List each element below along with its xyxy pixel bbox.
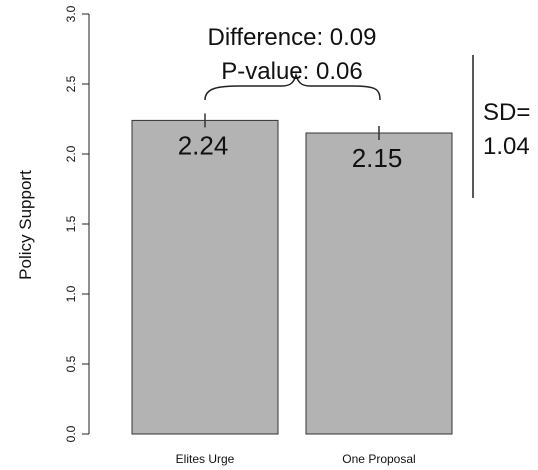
y-tick-label: 2.5 [64, 75, 78, 92]
p-value-annotation: P-value: 0.06 [221, 58, 362, 85]
bar [305, 132, 453, 435]
sd-annotation-value: 1.04 [483, 133, 530, 160]
x-tick-label: One Proposal [342, 452, 415, 466]
y-tick-label: 1.5 [64, 215, 78, 232]
difference-annotation: Difference: 0.09 [208, 24, 377, 51]
y-tick-label: 2.0 [64, 145, 78, 162]
comparison-brace [204, 72, 381, 101]
y-axis-label: Policy Support [16, 170, 35, 280]
y-tick-label: 0.0 [64, 425, 78, 442]
y-tick-label: 3.0 [64, 5, 78, 22]
bar [131, 119, 279, 435]
sd-annotation-label: SD= [483, 99, 530, 126]
x-tick-label-group: Elites Urge One Proposal [176, 452, 416, 466]
y-tick-label: 1.0 [64, 285, 78, 302]
y-axis: 0.0 0.5 1.0 1.5 2.0 2.5 3.0 [64, 5, 90, 442]
bar-data-label: 2.15 [352, 143, 403, 173]
y-tick-group: 0.0 0.5 1.0 1.5 2.0 2.5 3.0 [64, 5, 89, 442]
x-tick-label: Elites Urge [176, 452, 235, 466]
y-tick-label: 0.5 [64, 355, 78, 372]
bar-data-label: 2.24 [178, 130, 229, 160]
bar-group: 2.24 2.15 [131, 113, 453, 435]
